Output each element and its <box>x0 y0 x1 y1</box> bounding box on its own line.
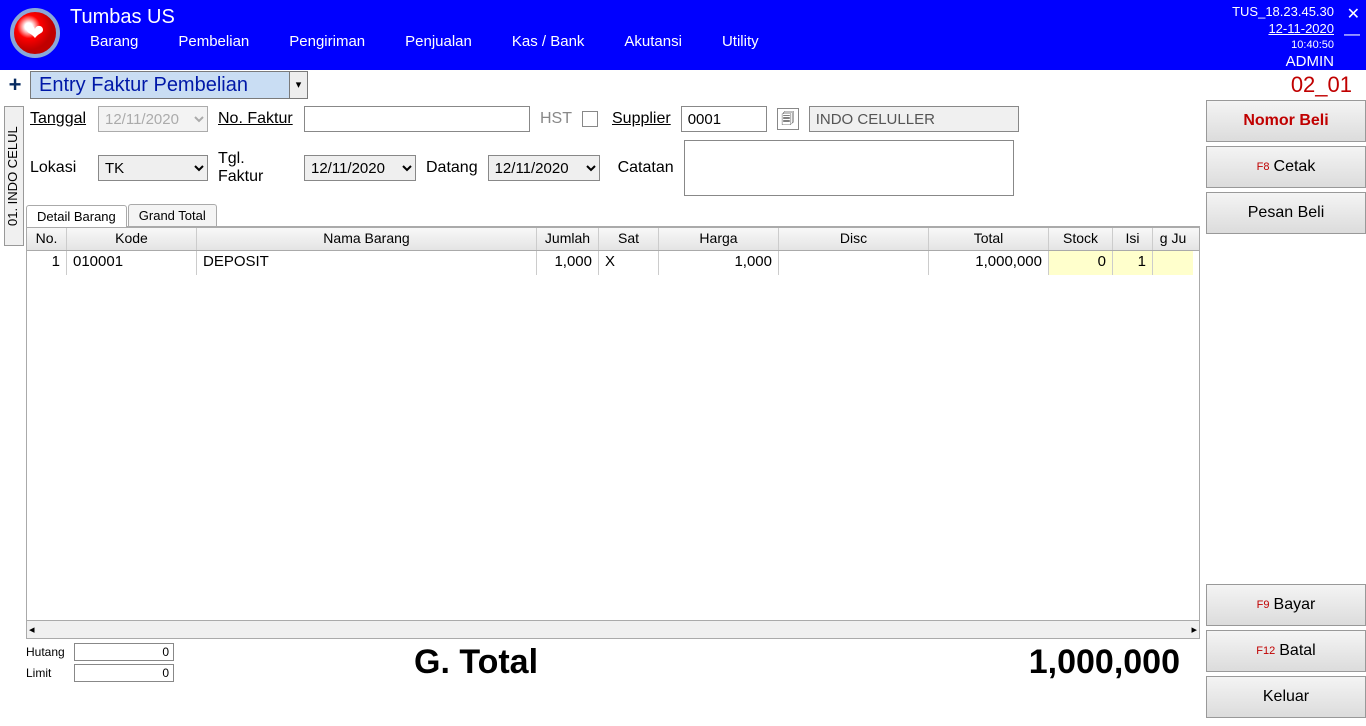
gtotal-value: 1,000,000 <box>1029 643 1180 682</box>
hutang-display <box>74 643 174 661</box>
supplier-code-input[interactable] <box>681 106 767 132</box>
batal-button[interactable]: F12Batal <box>1206 630 1366 672</box>
scroll-left-icon[interactable]: ◂ <box>29 623 35 636</box>
col-isi[interactable]: Isi <box>1113 228 1153 250</box>
label-limit: Limit <box>26 666 68 680</box>
date-label[interactable]: 12-11-2020 <box>1232 21 1334 38</box>
cetak-button[interactable]: F8Cetak <box>1206 146 1366 188</box>
tab-detail-barang[interactable]: Detail Barang <box>26 205 127 227</box>
cell-jumlah[interactable]: 1,000 <box>537 251 599 275</box>
supplier-lookup-icon[interactable]: 🗐 <box>777 108 799 130</box>
action-panel-bottom: F9Bayar F12Batal Keluar <box>1206 584 1366 718</box>
menu-akutansi[interactable]: Akutansi <box>624 33 682 50</box>
cell-kode[interactable]: 010001 <box>67 251 197 275</box>
cell-stock[interactable]: 0 <box>1049 251 1113 275</box>
supplier-name-display <box>809 106 1019 132</box>
col-total[interactable]: Total <box>929 228 1049 250</box>
action-panel-top: Nomor Beli F8Cetak Pesan Beli <box>1206 100 1366 234</box>
titlebar: Tumbas US Barang Pembelian Pengiriman Pe… <box>0 0 1366 70</box>
label-tgl-faktur: Tgl. Faktur <box>218 150 294 186</box>
label-hutang: Hutang <box>26 645 68 659</box>
gtotal-label: G. Total <box>414 643 538 682</box>
page-title[interactable]: Entry Faktur Pembelian <box>30 71 290 99</box>
tanggal-input: 12/11/2020 <box>98 106 208 132</box>
col-disc[interactable]: Disc <box>779 228 929 250</box>
cell-isi[interactable]: 1 <box>1113 251 1153 275</box>
table-row[interactable]: 1 010001 DEPOSIT 1,000 X 1,000 1,000,000… <box>27 251 1199 275</box>
menu-utility[interactable]: Utility <box>722 33 759 50</box>
version-label: TUS_18.23.45.30 <box>1232 4 1334 21</box>
tab-grand-total[interactable]: Grand Total <box>128 204 217 226</box>
add-tab-icon[interactable]: + <box>0 72 30 98</box>
minimize-icon[interactable]: — <box>1344 26 1360 44</box>
close-icon[interactable]: ✕ <box>1347 4 1360 24</box>
menu-barang[interactable]: Barang <box>90 33 138 50</box>
tgl-faktur-input[interactable]: 12/11/2020 <box>304 155 416 181</box>
app-logo-icon <box>10 8 60 58</box>
label-no-faktur: No. Faktur <box>218 110 294 128</box>
col-harga[interactable]: Harga <box>659 228 779 250</box>
grid-body[interactable]: 1 010001 DEPOSIT 1,000 X 1,000 1,000,000… <box>26 251 1200 621</box>
pesan-beli-button[interactable]: Pesan Beli <box>1206 192 1366 234</box>
footer: Hutang Limit G. Total 1,000,000 <box>26 639 1200 686</box>
menu-pengiriman[interactable]: Pengiriman <box>289 33 365 50</box>
label-supplier: Supplier <box>612 110 671 128</box>
breadcrumb-dropdown-icon[interactable]: ▾ <box>290 71 308 99</box>
col-kode[interactable]: Kode <box>67 228 197 250</box>
catatan-input[interactable] <box>684 140 1014 196</box>
col-gju[interactable]: g Ju <box>1153 228 1193 250</box>
cell-harga[interactable]: 1,000 <box>659 251 779 275</box>
label-lokasi: Lokasi <box>30 159 88 177</box>
nomor-beli-button[interactable]: Nomor Beli <box>1206 100 1366 142</box>
no-faktur-input[interactable] <box>304 106 530 132</box>
col-nama[interactable]: Nama Barang <box>197 228 537 250</box>
cell-disc[interactable] <box>779 251 929 275</box>
cell-gju[interactable] <box>1153 251 1193 275</box>
menu-kasbank[interactable]: Kas / Bank <box>512 33 585 50</box>
detail-grid: No. Kode Nama Barang Jumlah Sat Harga Di… <box>26 227 1200 621</box>
keluar-button[interactable]: Keluar <box>1206 676 1366 718</box>
grid-header: No. Kode Nama Barang Jumlah Sat Harga Di… <box>26 227 1200 251</box>
app-title: Tumbas US <box>70 0 1232 33</box>
supplier-side-tab[interactable]: 01. INDO CELUL <box>4 106 24 246</box>
label-catatan: Catatan <box>618 159 674 177</box>
datang-input[interactable]: 12/11/2020 <box>488 155 600 181</box>
label-datang: Datang <box>426 159 478 177</box>
time-label: 10:40:50 <box>1232 38 1334 52</box>
cell-nama[interactable]: DEPOSIT <box>197 251 537 275</box>
col-jumlah[interactable]: Jumlah <box>537 228 599 250</box>
scroll-right-icon[interactable]: ▸ <box>1191 623 1197 636</box>
col-sat[interactable]: Sat <box>599 228 659 250</box>
breadcrumb-row: + Entry Faktur Pembelian ▾ 02_01 <box>0 70 1366 100</box>
hst-checkbox[interactable] <box>582 111 598 127</box>
user-label: ADMIN <box>1232 52 1334 72</box>
page-code: 02_01 <box>1291 72 1366 98</box>
status-area: TUS_18.23.45.30 12-11-2020 10:40:50 ADMI… <box>1232 0 1344 72</box>
form-area: 01. INDO CELUL Tanggal 12/11/2020 No. Fa… <box>0 100 1200 196</box>
horizontal-scrollbar[interactable]: ◂▸ <box>26 621 1200 639</box>
col-no[interactable]: No. <box>27 228 67 250</box>
window-controls: ✕ — <box>1344 0 1366 44</box>
limit-display <box>74 664 174 682</box>
label-hst: HST <box>540 110 572 128</box>
cell-sat[interactable]: X <box>599 251 659 275</box>
cell-total[interactable]: 1,000,000 <box>929 251 1049 275</box>
detail-tabs: Detail Barang Grand Total <box>26 204 1200 227</box>
cell-no[interactable]: 1 <box>27 251 67 275</box>
menubar: Barang Pembelian Pengiriman Penjualan Ka… <box>70 33 1232 50</box>
label-tanggal: Tanggal <box>30 110 88 128</box>
bayar-button[interactable]: F9Bayar <box>1206 584 1366 626</box>
lokasi-select[interactable]: TK <box>98 155 208 181</box>
menu-penjualan[interactable]: Penjualan <box>405 33 472 50</box>
col-stock[interactable]: Stock <box>1049 228 1113 250</box>
menu-pembelian[interactable]: Pembelian <box>178 33 249 50</box>
